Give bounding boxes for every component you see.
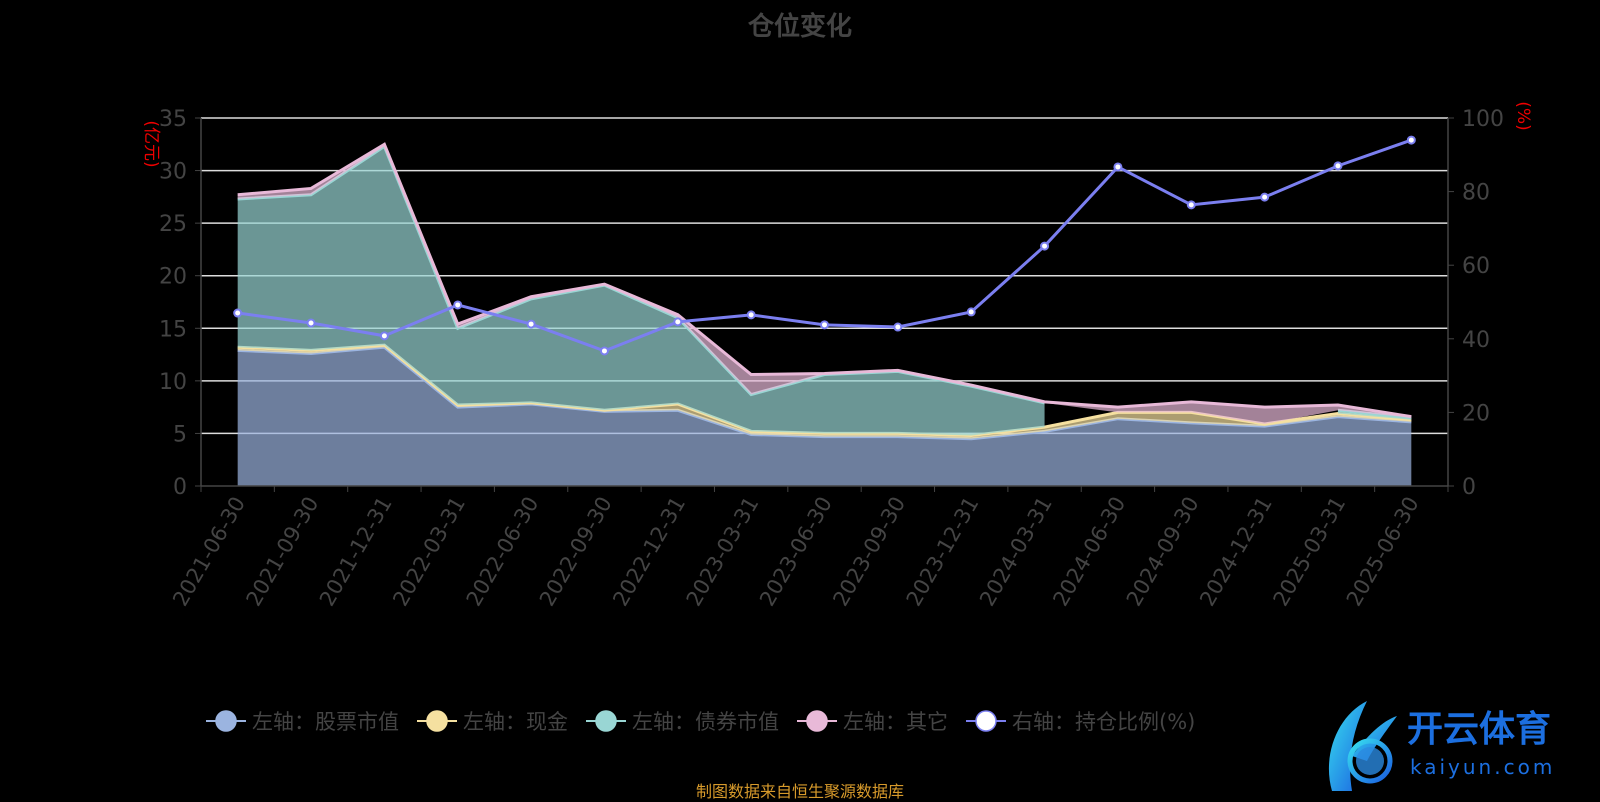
ratio-point [1186, 200, 1196, 210]
y-right-tick-label: 100 [1462, 107, 1504, 132]
x-tick-label: 2022-06-30 [462, 493, 544, 611]
ratio-point [599, 346, 609, 356]
legend-marker-icon [417, 710, 457, 732]
x-tick-label: 2025-03-31 [1268, 493, 1350, 611]
x-tick-label: 2023-03-31 [682, 493, 764, 611]
legend: 左轴：股票市值 左轴：现金 左轴：债券市值 左轴：其它 右轴：持仓比例(%) [206, 706, 1195, 736]
x-tick-label: 2022-09-30 [535, 493, 617, 611]
legend-item[interactable]: 左轴：债券市值 [586, 706, 779, 736]
x-tick-label: 2024-03-31 [975, 493, 1057, 611]
x-tick-label: 2024-06-30 [1048, 493, 1130, 611]
ratio-point [1333, 161, 1343, 171]
legend-marker-icon [586, 710, 626, 732]
y-left-tick-label: 0 [173, 475, 187, 500]
ratio-point [1040, 241, 1050, 251]
ratio-point [379, 331, 389, 341]
y-left-tick-label: 5 [173, 422, 187, 447]
legend-marker-icon [206, 710, 246, 732]
legend-marker-icon [797, 710, 837, 732]
x-tick-label: 2022-03-31 [388, 493, 470, 611]
y-right-tick-label: 60 [1462, 254, 1490, 279]
area-左轴：现金 [237, 345, 1412, 439]
ratio-point [820, 320, 829, 330]
y-right-axis-label: (%) [1513, 101, 1533, 130]
legend-item[interactable]: 左轴：现金 [417, 706, 568, 736]
legend-marker-icon [966, 710, 1006, 732]
legend-label: 左轴：债券市值 [632, 710, 779, 734]
x-tick-label: 2025-06-30 [1342, 493, 1424, 611]
y-left-tick-label: 15 [159, 317, 187, 342]
y-left-tick-label: 25 [159, 212, 187, 237]
y-left-tick-label: 30 [159, 160, 187, 185]
y-right-tick-label: 80 [1462, 181, 1490, 206]
ratio-point [966, 307, 976, 317]
x-tick-label: 2021-12-31 [315, 493, 397, 611]
x-tick-label: 2023-12-31 [902, 493, 984, 611]
x-tick-label: 2022-12-31 [608, 493, 690, 611]
legend-label: 左轴：其它 [843, 710, 948, 734]
ratio-point [233, 308, 243, 318]
ratio-point [306, 318, 316, 328]
data-source-note: 制图数据来自恒生聚源数据库 [695, 782, 904, 801]
legend-label: 左轴：股票市值 [252, 710, 399, 734]
legend-label: 左轴：现金 [463, 710, 568, 734]
svg-text:开云体育: 开云体育 [1407, 709, 1551, 750]
ratio-point [453, 300, 463, 310]
legend-item[interactable]: 右轴：持仓比例(%) [966, 706, 1195, 736]
ratio-point [746, 310, 756, 320]
y-right-tick-label: 0 [1462, 475, 1476, 500]
ratio-point [893, 322, 903, 332]
x-tick-label: 2021-06-30 [168, 493, 250, 611]
legend-item[interactable]: 左轴：股票市值 [206, 706, 399, 736]
kaiyun-watermark-logo: 开云体育 kaiyun.com [1328, 701, 1555, 791]
y-right-tick-label: 40 [1462, 328, 1490, 353]
ratio-point [1260, 192, 1270, 202]
x-tick-label: 2021-09-30 [242, 493, 324, 611]
ratio-point [526, 319, 536, 329]
y-left-axis-label: (亿元) [141, 120, 161, 167]
x-tick-label: 2023-06-30 [755, 493, 837, 611]
chart-title: 仓位变化 [747, 12, 852, 42]
legend-label: 右轴：持仓比例(%) [1012, 710, 1196, 734]
svg-text:kaiyun.com: kaiyun.com [1410, 755, 1555, 779]
x-tick-label: 2023-09-30 [828, 493, 910, 611]
y-left-tick-label: 10 [159, 370, 187, 395]
y-left-tick-label: 20 [159, 265, 187, 290]
y-right-tick-label: 20 [1462, 401, 1490, 426]
ratio-point [673, 317, 683, 327]
area-左轴：债券市值 [237, 146, 1045, 436]
ratio-point [1113, 162, 1123, 172]
x-tick-label: 2024-09-30 [1122, 493, 1204, 611]
x-tick-label: 2024-12-31 [1195, 493, 1277, 611]
area-左轴：股票市值 [237, 347, 1412, 486]
ratio-point [1406, 135, 1416, 145]
legend-item[interactable]: 左轴：其它 [797, 706, 948, 736]
y-left-tick-label: 35 [159, 107, 187, 132]
area-line-左轴：其它 [237, 142, 1412, 419]
